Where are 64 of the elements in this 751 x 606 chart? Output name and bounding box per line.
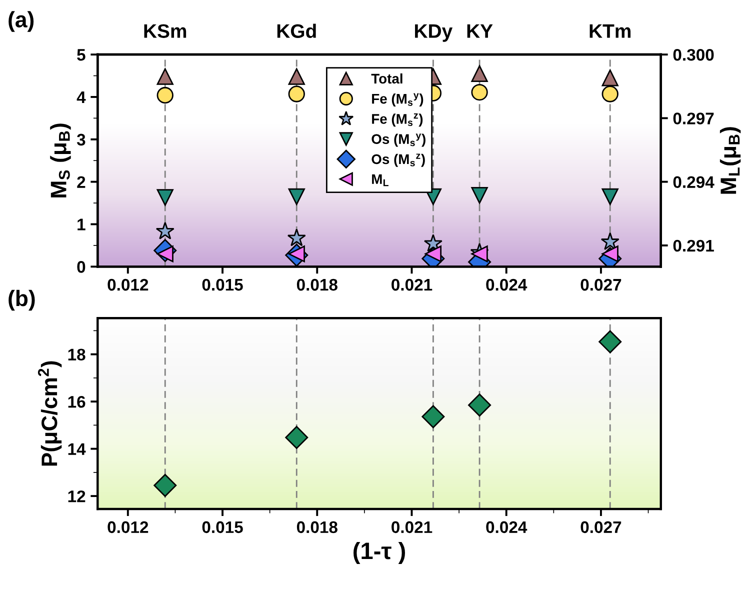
point — [156, 86, 174, 104]
y-tick-label: 12 — [68, 490, 86, 502]
legend-label: Total — [371, 73, 402, 84]
ref-line-label: KDy — [415, 24, 453, 42]
point — [422, 405, 445, 428]
point — [600, 232, 620, 250]
legend-label: M$_{L}$ — [372, 174, 388, 186]
x-axis-title: (1-τ ) — [354, 542, 405, 564]
y2-tick-label: 0.291 — [673, 240, 714, 252]
point — [287, 228, 306, 246]
y-tick-label: 1 — [78, 218, 86, 230]
legend-label: Os (M$_{s}$$^{y}$) — [372, 134, 426, 147]
point — [154, 474, 177, 497]
x-tick-label: 0.018 — [296, 521, 338, 534]
point — [156, 68, 174, 85]
point — [424, 234, 442, 252]
y-tick-label: 16 — [68, 396, 86, 408]
point — [288, 86, 305, 102]
x-tick-label: 0.024 — [486, 278, 528, 291]
point — [156, 222, 174, 240]
text: (b) — [8, 290, 35, 311]
y-tick-label: 4 — [76, 92, 86, 103]
point — [598, 330, 622, 354]
x-tick-label: 0.021 — [392, 278, 432, 291]
y-tick-label: 3 — [76, 134, 86, 146]
y-tick-label: 0 — [77, 261, 86, 273]
x-tick-label: 0.012 — [108, 521, 148, 534]
point — [471, 187, 488, 204]
x-tick-label: 0.015 — [202, 278, 243, 291]
point — [602, 86, 618, 102]
point — [288, 68, 305, 85]
point — [602, 188, 618, 205]
y-tick-label: 18 — [68, 348, 86, 360]
legend-label: Os (M$_{s}$$^{z}$) — [372, 154, 425, 167]
x-tick-label: 0.021 — [392, 521, 432, 534]
y-tick-label: 14 — [68, 443, 86, 455]
point — [471, 84, 488, 101]
y-axis-title: P(μC/cm$^{2}$) — [38, 361, 62, 466]
y2-axis-title: M$_{L}$(μ$_{B}$) — [720, 127, 741, 194]
ref-line-label: KGd — [277, 24, 316, 38]
point — [471, 65, 488, 82]
point — [156, 189, 174, 206]
y2-tick-label: 0.300 — [673, 48, 714, 61]
point — [602, 70, 618, 86]
point — [288, 188, 305, 205]
x-tick-label: 0.027 — [580, 521, 622, 534]
x-tick-label: 0.018 — [296, 278, 338, 291]
y2-tick-label: 0.297 — [673, 112, 714, 124]
y-axis-title: M$_{S}$ (μ$_{B}$) — [50, 124, 71, 198]
x-tick-label: 0.027 — [580, 278, 622, 291]
point — [285, 426, 308, 449]
ref-line-label: KSm — [144, 24, 186, 38]
y-tick-label: 2 — [77, 176, 86, 188]
legend-label: Fe (M$_{s}$$^{z}$) — [372, 113, 423, 127]
text: (a) — [8, 11, 34, 32]
ref-line-label: KTm — [590, 24, 631, 38]
y2-tick-label: 0.294 — [673, 176, 714, 188]
x-tick-label: 0.015 — [202, 521, 243, 534]
y-tick-label: 5 — [77, 49, 86, 61]
x-tick-label: 0.012 — [108, 278, 148, 291]
legend-label: Fe (M$_{s}$$^{y}$) — [372, 93, 424, 106]
ref-line-label: KY — [467, 24, 493, 38]
point — [468, 394, 492, 417]
x-tick-label: 0.024 — [486, 521, 528, 534]
